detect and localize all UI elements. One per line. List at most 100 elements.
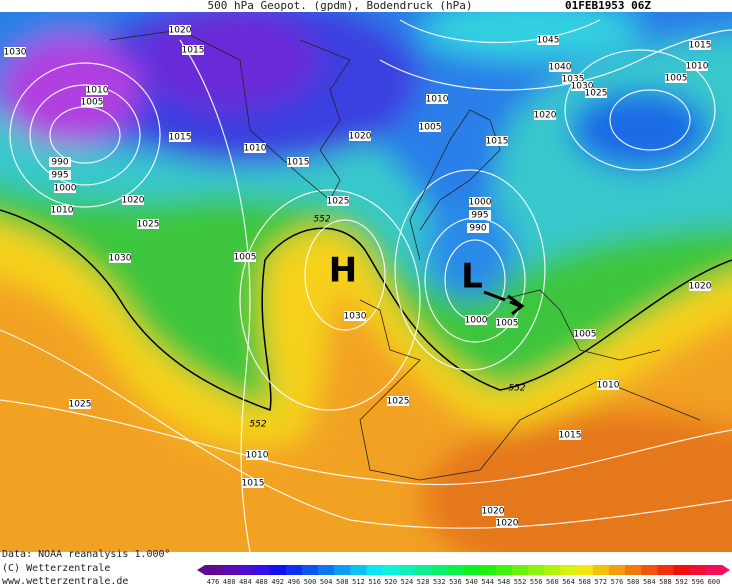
isobar-label-box — [562, 74, 584, 84]
map-date: 01FEB1953 06Z — [565, 0, 651, 12]
isobar-label: 1020 — [689, 282, 712, 292]
colorbar-swatch — [285, 565, 303, 575]
isobar-label: 1040 — [549, 63, 572, 73]
colorbar-tick-label: 572 — [595, 578, 608, 586]
isobar-label: 1030 — [109, 254, 132, 264]
isobar-label: 1005 — [419, 123, 442, 133]
colorbar-tick-label: 500 — [304, 578, 317, 586]
colorbar-tick-label: 544 — [481, 578, 494, 586]
map-title: 500 hPa Geopot. (gpdm), Bodendruck (hPa) — [208, 0, 473, 12]
colorbar-swatch — [447, 565, 464, 575]
isobar-label: 1000 — [469, 198, 492, 208]
colorbar-tick-label: 556 — [530, 578, 543, 586]
isobar-label: 1025 — [69, 400, 92, 410]
isobar-label: 1005 — [665, 74, 688, 84]
isobar-label-box — [287, 157, 309, 167]
isobar-label-box — [49, 170, 71, 180]
isobar-label: 1015 — [486, 137, 509, 147]
colorbar-tick-label: 492 — [271, 578, 284, 586]
isobar-label: 1020 — [349, 132, 372, 142]
isobar-label-box — [242, 478, 264, 488]
isobar-label: 1010 — [244, 144, 267, 154]
colorbar-swatch — [528, 565, 545, 575]
colorbar-swatch — [366, 565, 384, 575]
isobar-label: 1015 — [287, 158, 310, 168]
contour-label: 552 — [313, 215, 330, 225]
colorbar-tick-label: 548 — [498, 578, 511, 586]
isobar-label-box — [54, 183, 76, 193]
isobar-label: 1005 — [574, 330, 597, 340]
isobar-label-box — [537, 35, 559, 45]
isobar-label-box — [137, 219, 159, 229]
colorbar-swatch — [301, 565, 319, 575]
colorbar-swatch — [479, 565, 497, 575]
isobar-label: 1010 — [597, 381, 620, 391]
colorbar: 476 480 484 488 492 496 500 504 508 512 516 520 524 5… — [197, 565, 730, 586]
isobar-label-box — [574, 329, 596, 339]
colorbar-tick-label: 488 — [255, 578, 268, 586]
colorbar-swatch — [576, 565, 594, 575]
isobar-label-box — [244, 143, 266, 153]
isobar-label: 1025 — [327, 197, 350, 207]
isobar-label: 1015 — [169, 133, 192, 143]
isobar-label-box — [549, 62, 571, 72]
colorbar-swatch — [237, 565, 254, 575]
colorbar-tick-label: 564 — [562, 578, 575, 586]
colorbar-tick-label: 528 — [417, 578, 430, 586]
isobar-label-box — [349, 131, 371, 141]
isobar-label-box — [686, 61, 708, 71]
isobar-label-box — [469, 210, 491, 220]
isobar-label-box — [419, 122, 441, 132]
colorbar-tick-label: 592 — [675, 578, 688, 586]
colorbar-swatch — [334, 565, 351, 575]
isobar-label-box — [86, 85, 108, 95]
colorbar-tick-label: 552 — [514, 578, 527, 586]
isobar-label-box — [689, 281, 711, 291]
isobar-label-box — [387, 396, 409, 406]
colorbar-swatch — [205, 565, 222, 575]
isobar-label-box — [467, 223, 489, 233]
isobar-label: 1030 — [571, 82, 594, 92]
isobar-label: 1035 — [562, 75, 585, 85]
colorbar-tick-label: 588 — [659, 578, 672, 586]
isobar-label: 1045 — [537, 36, 560, 46]
website: www.wetterzentrale.de — [2, 576, 128, 587]
isobar-label: 1025 — [585, 89, 608, 99]
colorbar-tick-label: 496 — [288, 578, 301, 586]
isobar-label: 1010 — [51, 206, 74, 216]
isobar-label: 995 — [51, 171, 68, 181]
colorbar-tick-label: 516 — [368, 578, 381, 586]
isobar-label: 1020 — [482, 507, 505, 517]
low-marker: L — [461, 257, 483, 297]
colorbar-swatch — [641, 565, 658, 575]
isobar-label-box — [689, 40, 711, 50]
isobar-label-box — [327, 196, 349, 206]
isobar-label-box — [49, 157, 71, 167]
isobar-label: 1020 — [534, 111, 557, 121]
isobar-label: 1030 — [4, 48, 27, 58]
isobar-label-box — [469, 197, 491, 207]
colorbar-swatch — [398, 565, 416, 575]
colorbar-swatch — [608, 565, 626, 575]
isobar-label: 1005 — [496, 319, 519, 329]
colorbar-tick-label: 532 — [433, 578, 446, 586]
colorbar-swatch — [269, 565, 287, 575]
contour-label: 552 — [249, 420, 266, 430]
colorbar-tick-label: 508 — [336, 578, 349, 586]
colorbar-tick-label: 524 — [401, 578, 414, 586]
colorbar-swatch — [625, 565, 642, 575]
isobar-label: 1010 — [86, 86, 109, 96]
colorbar-tick-label: 504 — [320, 578, 333, 586]
isobar-label: 1005 — [234, 253, 257, 263]
colorbar-tick-label: 600 — [708, 578, 721, 586]
isobar-label-box — [571, 81, 593, 91]
colorbar-swatch — [705, 565, 723, 575]
colorbar-swatch — [673, 565, 691, 575]
isobar-label: 1000 — [54, 184, 77, 194]
colorbar-tick-label: 540 — [465, 578, 478, 586]
colorbar-swatch — [350, 565, 368, 575]
isobar-label-box — [482, 506, 504, 516]
isobar-label: 1015 — [182, 46, 205, 56]
isobar-label: 1015 — [242, 479, 265, 489]
